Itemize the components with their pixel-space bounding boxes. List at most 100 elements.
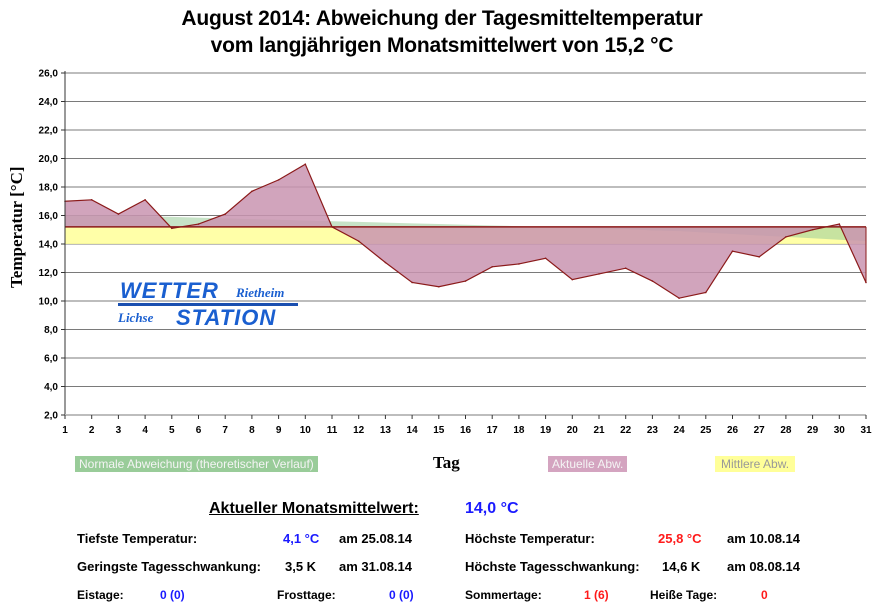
y-tick-label: 22,0 <box>39 126 59 137</box>
x-tick-label: 29 <box>807 425 819 436</box>
data-point <box>491 266 494 268</box>
x-tick-label: 2 <box>89 425 95 436</box>
y-tick-label: 18,0 <box>39 183 59 194</box>
ice-days-label: Eistage: <box>77 588 124 602</box>
legend-current-deviation: Aktuelle Abw. <box>548 456 628 472</box>
data-point <box>197 223 200 225</box>
data-point <box>357 240 360 242</box>
month-mean-value: 14,0 °C <box>465 500 519 517</box>
x-tick-label: 5 <box>169 425 175 436</box>
ice-days-value: 0 (0) <box>160 588 185 602</box>
hot-days-label: Heiße Tage: <box>650 588 718 602</box>
x-tick-label: 8 <box>249 425 255 436</box>
max-range-date: am 08.08.14 <box>727 559 801 574</box>
x-tick-label: 1 <box>62 425 68 436</box>
x-tick-label: 7 <box>222 425 228 436</box>
x-tick-label: 28 <box>780 425 792 436</box>
data-point <box>90 199 93 201</box>
x-tick-label: 16 <box>460 425 472 436</box>
x-tick-label: 22 <box>620 425 632 436</box>
data-point <box>811 228 814 231</box>
data-point <box>731 250 734 252</box>
legend-normal-deviation: Normale Abweichung (theoretischer Verlau… <box>75 456 318 472</box>
legend-mean-deviation: Mittlere Abw. <box>715 456 796 472</box>
min-temp-value: 4,1 °C <box>283 531 320 546</box>
x-tick-label: 15 <box>433 425 445 436</box>
hot-days-value: 0 <box>761 588 768 602</box>
data-point <box>651 280 654 282</box>
data-point <box>598 273 600 275</box>
y-tick-label: 8,0 <box>44 325 58 336</box>
min-temp-date: am 25.08.14 <box>339 531 413 546</box>
logo-place-rietheim: Rietheim <box>235 285 284 300</box>
max-temp-label: Höchste Temperatur: <box>465 531 595 546</box>
data-point <box>438 285 440 288</box>
max-temp-value: 25,8 °C <box>658 531 702 546</box>
summer-days-value: 1 (6) <box>584 588 609 602</box>
x-tick-label: 21 <box>593 425 605 436</box>
x-tick-label: 3 <box>116 425 122 436</box>
data-point <box>171 227 173 230</box>
data-point <box>224 213 226 215</box>
frost-days-label: Frosttage: <box>277 588 336 602</box>
y-tick-label: 4,0 <box>44 382 58 393</box>
chart-title-line1: August 2014: Abweichung der Tagesmittelt… <box>181 7 703 30</box>
x-tick-label: 10 <box>300 425 312 436</box>
data-point <box>705 291 707 294</box>
x-tick-label: 14 <box>407 425 419 436</box>
y-tick-label: 2,0 <box>44 411 58 422</box>
chart-title-line2: vom langjährigen Monatsmittelwert von 15… <box>210 34 674 57</box>
current-deviation-area <box>65 164 866 299</box>
data-point <box>838 223 841 225</box>
data-point <box>464 280 467 282</box>
min-range-label: Geringste Tagesschwankung: <box>77 559 261 574</box>
wetterstation-logo: WETTER Rietheim Lichse STATION <box>118 278 298 330</box>
max-temp-date: am 10.08.14 <box>727 531 801 546</box>
y-tick-label: 26,0 <box>39 69 59 80</box>
x-tick-label: 18 <box>513 425 525 436</box>
x-tick-label: 26 <box>727 425 739 436</box>
logo-word-station: STATION <box>176 305 276 330</box>
x-tick-label: 23 <box>647 425 659 436</box>
x-tick-label: 17 <box>487 425 499 436</box>
x-tick-label: 25 <box>700 425 712 436</box>
x-tick-label: 4 <box>142 425 148 436</box>
x-tick-label: 31 <box>860 425 872 436</box>
x-tick-label: 13 <box>380 425 392 436</box>
y-tick-label: 12,0 <box>39 268 59 279</box>
data-point <box>678 297 680 299</box>
month-mean-label: Aktueller Monatsmittelwert: <box>209 500 419 517</box>
data-point <box>331 226 333 228</box>
logo-place-lichse: Lichse <box>118 310 154 325</box>
max-range-label: Höchste Tagesschwankung: <box>465 559 640 574</box>
data-point <box>518 263 520 265</box>
y-tick-label: 24,0 <box>39 97 59 108</box>
data-point <box>384 261 387 264</box>
data-point <box>624 267 627 270</box>
y-tick-label: 16,0 <box>39 211 59 222</box>
x-tick-label: 12 <box>353 425 365 436</box>
data-point <box>251 190 253 193</box>
data-point <box>277 179 280 181</box>
chart-plot: 2,0 4,0 6,0 8,0 10,0 12,0 14,0 16,0 18,0 20,0 22,0… <box>7 69 872 437</box>
x-tick-label: 27 <box>754 425 766 436</box>
y-axis-title: Temperatur [°C] <box>7 166 26 288</box>
frost-days-value: 0 (0) <box>389 588 414 602</box>
logo-divider <box>118 303 298 306</box>
y-tick-label: 10,0 <box>39 297 59 308</box>
summer-days-label: Sommertage: <box>465 588 542 602</box>
x-axis-title: Tag <box>433 453 460 472</box>
x-tick-label: 20 <box>567 425 579 436</box>
x-tick-label: 6 <box>196 425 202 436</box>
y-tick-label: 14,0 <box>39 240 59 251</box>
x-tick-label: 11 <box>327 425 338 436</box>
data-point <box>571 278 574 281</box>
data-point <box>411 281 413 284</box>
x-tick-label: 24 <box>674 425 686 436</box>
x-tick-label: 19 <box>540 425 552 436</box>
min-range-value: 3,5 K <box>285 559 317 574</box>
data-point <box>304 163 307 165</box>
min-range-date: am 31.08.14 <box>339 559 413 574</box>
data-point <box>758 256 760 258</box>
max-range-value: 14,6 K <box>662 559 701 574</box>
